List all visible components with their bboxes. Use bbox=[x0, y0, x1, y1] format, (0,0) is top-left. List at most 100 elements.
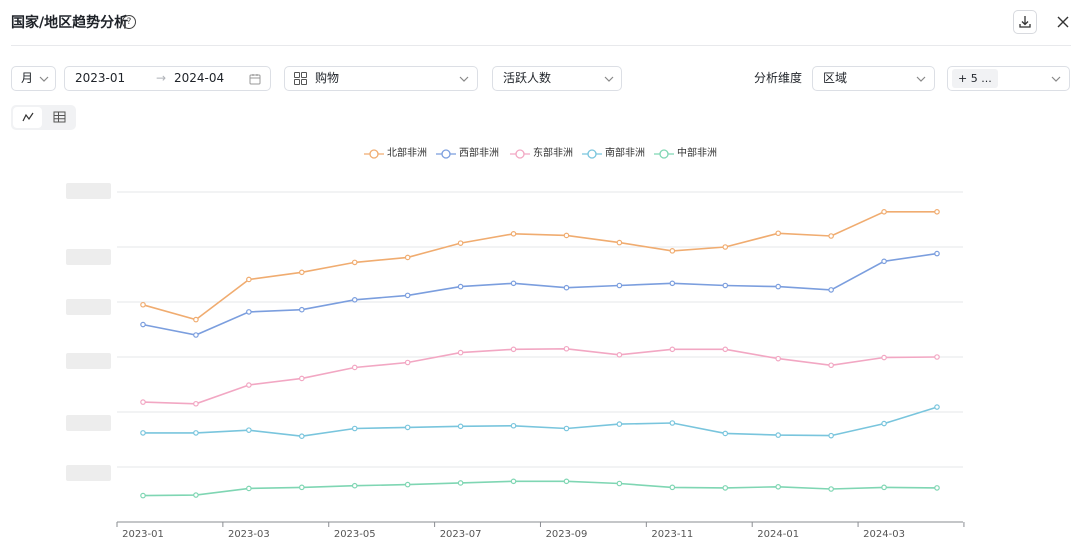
data-point bbox=[404, 424, 411, 431]
data-point bbox=[510, 230, 517, 237]
data-point bbox=[193, 430, 199, 436]
table-view-button[interactable] bbox=[44, 107, 74, 128]
data-point bbox=[934, 208, 940, 215]
table-icon bbox=[53, 111, 66, 123]
data-point bbox=[457, 283, 464, 290]
data-point bbox=[246, 427, 252, 433]
x-tick-label: 2024-01 bbox=[757, 529, 799, 540]
legend-label: 西部非洲 bbox=[459, 148, 499, 159]
data-point bbox=[193, 332, 199, 338]
data-point bbox=[351, 297, 358, 303]
data-point bbox=[563, 232, 570, 239]
page-title: 国家/地区趋势分析 bbox=[11, 15, 129, 31]
category-select[interactable]: 购物 bbox=[284, 66, 478, 91]
data-point bbox=[563, 478, 570, 485]
data-point bbox=[669, 484, 676, 491]
data-point bbox=[140, 301, 146, 308]
line-chart-view-button[interactable] bbox=[13, 107, 42, 128]
legend-label: 中部非洲 bbox=[677, 148, 717, 159]
data-point bbox=[457, 240, 464, 246]
data-point bbox=[193, 400, 199, 407]
series-line bbox=[142, 347, 938, 405]
data-point bbox=[246, 276, 252, 283]
series-line bbox=[143, 406, 938, 438]
dimension-label: 分析维度 bbox=[754, 71, 803, 85]
data-point bbox=[828, 362, 834, 369]
data-point bbox=[669, 420, 676, 426]
metric-select[interactable]: 活跃人数 bbox=[492, 66, 622, 91]
data-point bbox=[298, 306, 305, 313]
granularity-value: 月 bbox=[21, 71, 34, 85]
chevron-down-icon bbox=[604, 76, 614, 82]
chevron-down-icon bbox=[916, 76, 926, 82]
chevron-down-icon bbox=[1051, 76, 1061, 82]
selected-count-tag[interactable]: + 5 ... bbox=[952, 69, 998, 88]
x-tick-label: 2023-01 bbox=[122, 529, 164, 540]
region-multiselect[interactable]: + 5 ... bbox=[947, 66, 1070, 91]
data-point bbox=[881, 258, 887, 265]
data-point bbox=[775, 283, 782, 290]
data-point bbox=[722, 244, 729, 250]
y-tick-label-obscured bbox=[66, 353, 111, 369]
dimension-select[interactable]: 区域 bbox=[812, 66, 935, 91]
calendar-icon bbox=[249, 74, 261, 85]
download-button[interactable] bbox=[1013, 10, 1037, 34]
data-point bbox=[510, 346, 517, 353]
close-button[interactable] bbox=[1054, 10, 1072, 34]
data-point bbox=[881, 484, 887, 491]
data-point bbox=[563, 284, 570, 291]
chevron-down-icon bbox=[459, 76, 469, 82]
data-point bbox=[881, 420, 887, 427]
data-point bbox=[934, 485, 940, 491]
data-point bbox=[246, 309, 252, 315]
y-tick-label-obscured bbox=[66, 183, 111, 199]
data-point bbox=[722, 485, 729, 491]
x-tick-label: 2023-07 bbox=[440, 529, 482, 540]
legend-marker bbox=[582, 149, 602, 159]
data-point bbox=[669, 346, 676, 353]
series-line bbox=[142, 252, 938, 336]
legend-marker bbox=[436, 149, 456, 159]
category-value: 购物 bbox=[315, 71, 340, 85]
data-point bbox=[246, 382, 252, 388]
data-point bbox=[934, 250, 940, 257]
data-point bbox=[140, 399, 146, 405]
data-point bbox=[881, 354, 887, 361]
data-point bbox=[298, 375, 305, 382]
data-point bbox=[510, 478, 517, 485]
date-start[interactable]: 2023-01 bbox=[75, 71, 126, 85]
data-point bbox=[616, 282, 623, 289]
y-tick-label-obscured bbox=[66, 299, 111, 315]
data-point bbox=[351, 482, 358, 489]
panel-header: 国家/地区趋势分析 ? bbox=[0, 0, 1080, 46]
data-point bbox=[616, 239, 623, 246]
header-divider bbox=[11, 45, 1071, 46]
data-point bbox=[140, 321, 146, 328]
legend-label: 东部非洲 bbox=[533, 148, 573, 159]
data-point bbox=[457, 349, 464, 356]
line-chart: 2023-01 2023-03 2023-05 2023-07 2023-09 2023-… bbox=[0, 175, 1080, 551]
data-point bbox=[457, 480, 464, 486]
date-end[interactable]: 2024-04 bbox=[174, 71, 225, 85]
data-point bbox=[563, 425, 570, 432]
data-point bbox=[351, 425, 358, 432]
view-toggle bbox=[11, 105, 76, 130]
date-range-picker[interactable]: 2023-01 → 2024-04 bbox=[64, 66, 271, 91]
data-point bbox=[775, 355, 782, 362]
x-tick-label: 2024-03 bbox=[863, 529, 905, 540]
x-tick-label: 2023-05 bbox=[334, 529, 376, 540]
data-point bbox=[934, 354, 940, 360]
data-point bbox=[140, 430, 146, 436]
data-point bbox=[722, 430, 729, 437]
data-point bbox=[722, 282, 729, 289]
data-point bbox=[457, 423, 464, 430]
data-point bbox=[828, 287, 834, 293]
question-circle-icon[interactable]: ? bbox=[122, 15, 136, 29]
x-tick-label: 2023-09 bbox=[546, 529, 588, 540]
data-point bbox=[616, 352, 623, 358]
granularity-select[interactable]: 月 bbox=[11, 66, 56, 91]
x-tick-label: 2023-03 bbox=[228, 529, 270, 540]
data-point bbox=[669, 248, 676, 254]
category-grid-icon bbox=[294, 72, 307, 85]
data-point bbox=[722, 346, 729, 353]
